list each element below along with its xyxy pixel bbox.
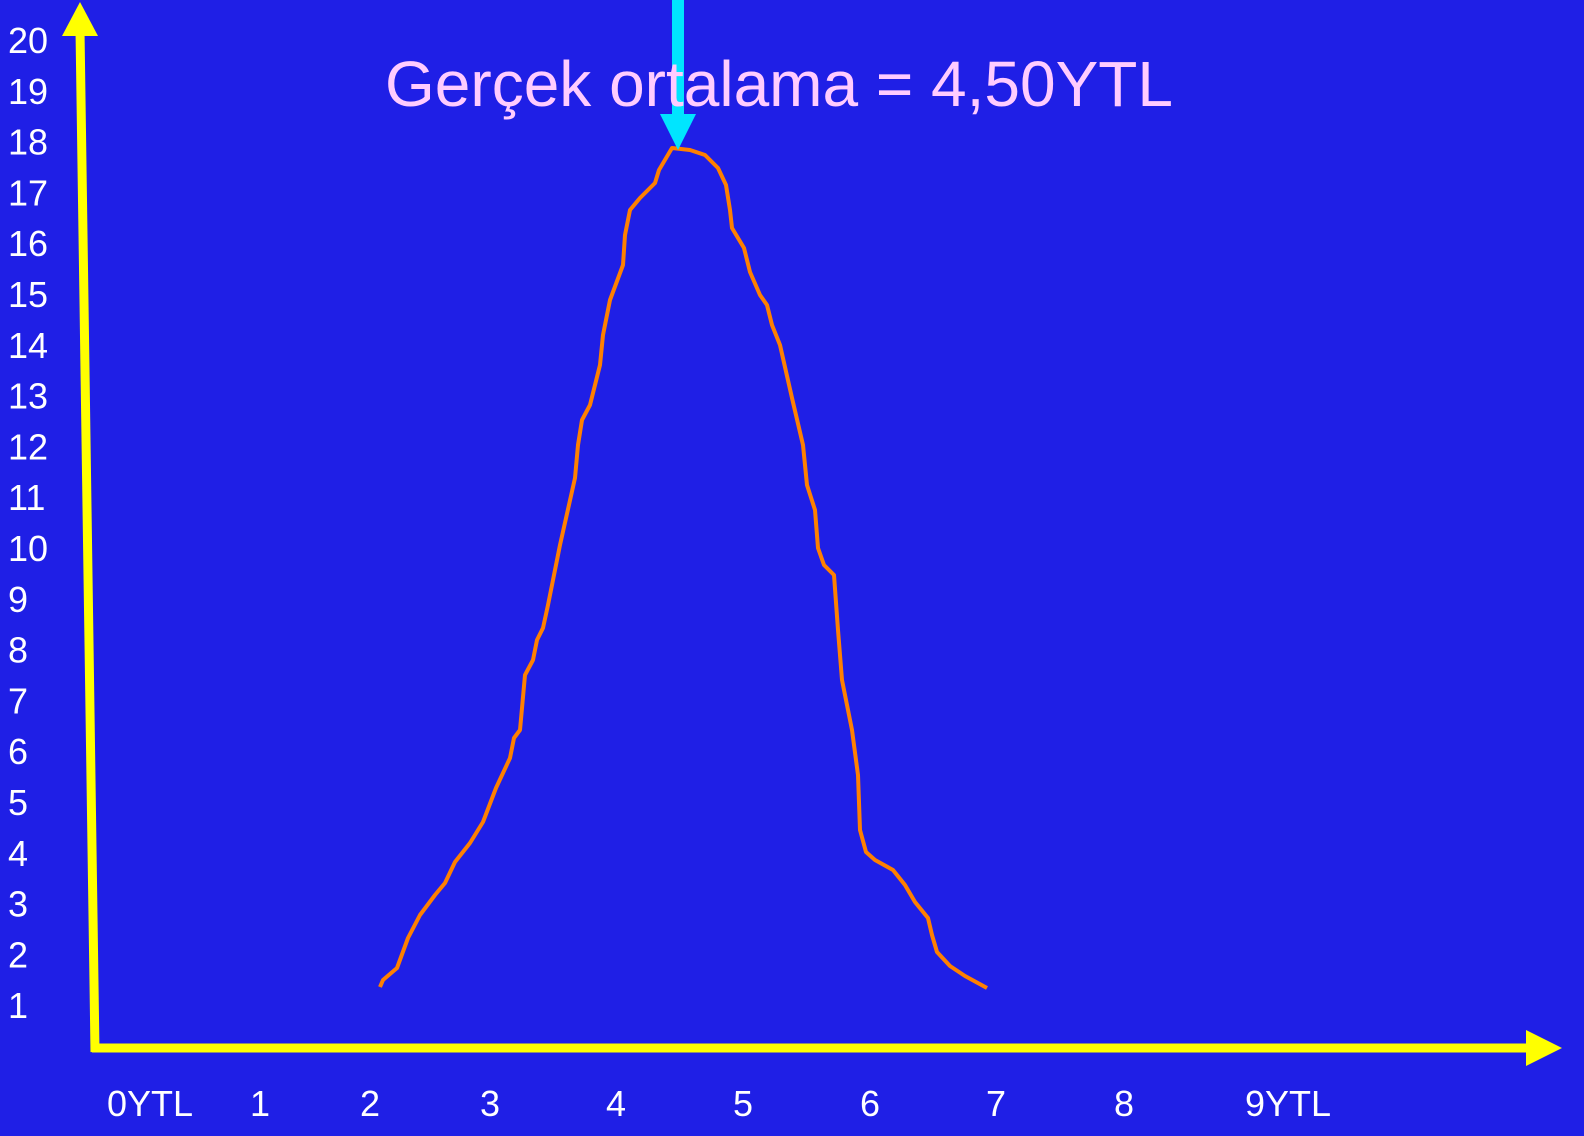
x-label: 6 [860,1083,880,1124]
y-axis [75,29,100,1053]
y-label: 13 [8,376,48,417]
x-label: 4 [606,1083,626,1124]
x-label: 5 [733,1083,753,1124]
y-axis-arrow [62,2,98,36]
y-label: 11 [8,477,45,518]
y-label: 6 [8,731,28,772]
x-label: 1 [250,1083,270,1124]
x-label: 9YTL [1245,1083,1331,1124]
y-label: 16 [8,223,48,264]
y-label: 8 [8,630,28,671]
y-label: 3 [8,884,28,925]
y-label: 18 [8,122,48,163]
y-label: 5 [8,782,28,823]
y-labels: 20 19 18 17 16 15 14 13 12 11 10 9 8 7 6 5 4 3 2 1 [8,20,48,1026]
y-label: 1 [8,985,28,1026]
y-label: 12 [8,426,48,467]
y-label: 10 [8,528,48,569]
y-label: 9 [8,579,28,620]
annotation: Gerçek ortalama = 4,50YTL [385,48,1173,120]
x-label: 8 [1114,1083,1134,1124]
distribution-curve [378,146,988,990]
y-label: 20 [8,20,48,61]
x-axis-arrow [1526,1030,1562,1066]
x-labels: 0YTL 1 2 3 4 5 6 7 8 9YTL [107,1083,1331,1124]
y-label: 2 [8,934,28,975]
x-label: 0YTL [107,1083,193,1124]
y-label: 7 [8,680,28,721]
y-label: 15 [8,274,48,315]
y-label: 14 [8,325,48,366]
y-label: 17 [8,172,48,213]
x-label: 3 [480,1083,500,1124]
y-label: 19 [8,71,48,112]
x-label: 7 [986,1083,1006,1124]
x-label: 2 [360,1083,380,1124]
mean-arrow-head [660,114,696,150]
y-label: 4 [8,833,28,874]
